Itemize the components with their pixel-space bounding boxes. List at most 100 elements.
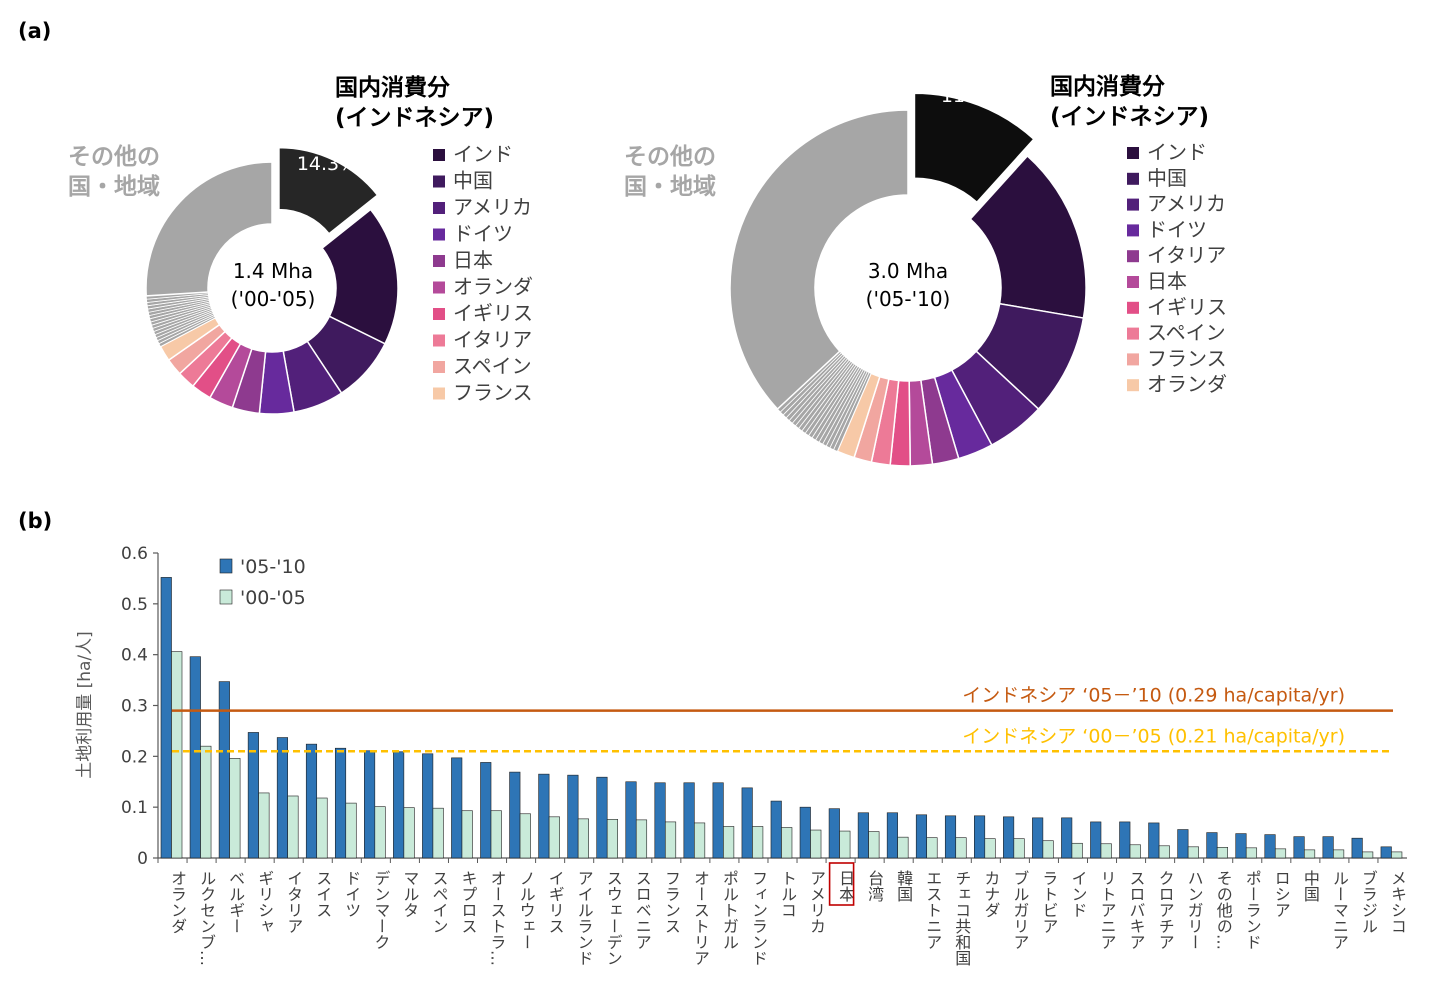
bar <box>712 782 724 859</box>
other-label-line1: その他の <box>68 144 160 170</box>
x-tick-label: イギリス <box>546 870 565 934</box>
bar <box>1351 837 1363 859</box>
legend-swatch <box>433 387 445 400</box>
bar <box>770 800 782 859</box>
legend-swatch <box>433 202 445 214</box>
bar <box>258 792 270 859</box>
bar <box>451 757 463 859</box>
bar <box>781 827 793 859</box>
bar <box>683 782 695 859</box>
x-tick-label: ハンガリー <box>1185 870 1204 950</box>
panel-label-a: (a) <box>18 19 51 43</box>
bar-chart-land-use: 0 0.1 0.2 0.3 0.4 0.5 0.6 インドネシア ‘05－’10 (0.29… <box>75 544 1407 966</box>
bar <box>171 651 183 859</box>
bar <box>393 751 405 859</box>
bar <box>509 771 521 859</box>
legend-label: イタリア <box>453 328 532 352</box>
donut-slice <box>321 208 399 345</box>
bar <box>200 745 212 859</box>
bar <box>432 807 444 859</box>
bar <box>1061 817 1073 859</box>
legend-label: フランス <box>453 381 533 405</box>
domestic-label-line2: (インドネシア) <box>1050 104 1209 130</box>
legend-label: イギリス <box>1147 295 1227 319</box>
bar <box>606 819 618 859</box>
bar <box>1090 821 1102 859</box>
bar <box>1158 845 1170 859</box>
domestic-pct-label: 14.3% <box>297 153 357 175</box>
legend-swatch <box>219 589 233 605</box>
bar <box>461 810 473 859</box>
bar <box>752 826 764 859</box>
bar <box>519 813 531 859</box>
legend-swatch <box>433 308 445 320</box>
bar <box>828 808 840 859</box>
x-tick-label: ブラジル <box>1359 870 1378 934</box>
legend-swatch <box>433 255 445 267</box>
x-tick-label: スロバキア <box>1127 870 1146 950</box>
donut-chart-2005-2010: 3.0 Mha ('05-'10) 11.7% 国内消費分 (インドネシア) そ… <box>624 74 1227 467</box>
bar <box>422 753 434 859</box>
legend-swatch <box>433 361 445 373</box>
bar <box>1003 816 1015 859</box>
y-tick-label: 0.5 <box>121 595 148 615</box>
donut-slice <box>278 146 379 235</box>
x-tick-label: ドイツ <box>342 870 361 918</box>
x-tick-label: ポルトガル <box>720 870 739 950</box>
x-tick-label: チェコ共和国 <box>952 870 971 966</box>
bar <box>694 822 706 859</box>
bar <box>1042 840 1054 859</box>
legend-label: インド <box>1147 140 1207 164</box>
legend-swatch <box>433 334 445 347</box>
bar <box>955 837 967 859</box>
bar <box>984 838 996 859</box>
bar <box>577 818 589 859</box>
x-tick-label: インド <box>1068 870 1087 918</box>
bar <box>596 776 608 859</box>
bar <box>1119 821 1131 859</box>
bar <box>974 815 986 859</box>
x-tick-label: アメリカ <box>807 870 826 934</box>
legend-label: イタリア <box>1147 243 1226 267</box>
x-tick-label: エストニア <box>923 870 942 950</box>
bar <box>1391 851 1403 859</box>
domestic-label-line1: 国内消費分 <box>335 75 450 101</box>
legend-swatch <box>1127 276 1139 288</box>
y-axis-title: 土地利用量 [ha/人] <box>75 631 95 779</box>
bar <box>723 826 735 859</box>
x-tick-label: ルクセンブ… <box>197 870 216 966</box>
legend-swatch <box>1127 301 1139 314</box>
x-tick-label: カナダ <box>981 870 1000 918</box>
bar <box>886 812 898 859</box>
bar <box>1274 848 1287 859</box>
domestic-label-line2: (インドネシア) <box>335 105 494 131</box>
bar <box>189 656 201 859</box>
bar <box>548 816 560 859</box>
x-tick-label: ギリシャ <box>255 870 274 934</box>
legend-swatch <box>433 228 445 241</box>
reference-line-label: インドネシア ‘00－’05 (0.21 ha/capita/yr) <box>962 725 1345 747</box>
x-tick-label: ノルウェー <box>517 870 536 950</box>
bar <box>403 807 415 859</box>
legend-swatch <box>1127 224 1139 237</box>
x-tick-label: オーストリア <box>691 870 710 966</box>
bar <box>480 762 492 859</box>
x-tick-label: その他の… <box>1214 870 1233 950</box>
bar <box>741 787 753 859</box>
legend-label: フランス <box>1147 346 1227 370</box>
legend-label: 中国 <box>1147 166 1187 190</box>
x-tick-label: スウェーデン <box>604 870 623 966</box>
x-tick-label: ポーランド <box>1243 870 1262 950</box>
x-tick-label: トルコ <box>778 870 797 918</box>
legend-swatch <box>1127 327 1139 340</box>
donut-slice <box>145 161 273 297</box>
legend-swatch <box>433 281 445 294</box>
x-tick-label: マルタ <box>400 870 419 918</box>
other-label-line2: 国・地域 <box>624 173 716 200</box>
legend-label: ドイツ <box>453 222 513 246</box>
legend-swatch <box>433 175 445 188</box>
highlight-box-japan <box>828 862 855 906</box>
bar <box>1362 851 1374 859</box>
donut-chart-2000-2005: 1.4 Mha ('00-'05) 14.3% 国内消費分 (インドネシア) そ… <box>68 75 533 415</box>
